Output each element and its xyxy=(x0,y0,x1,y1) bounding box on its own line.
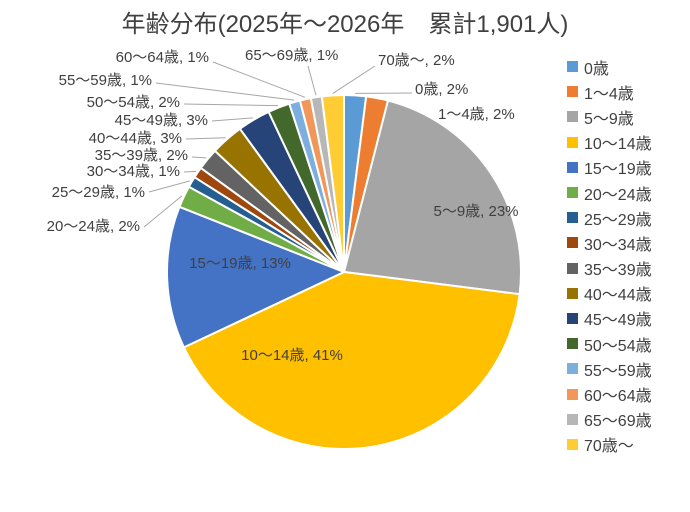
legend-swatch-1 xyxy=(567,86,578,98)
leader-line-12 xyxy=(155,82,295,101)
legend-swatch-7 xyxy=(567,237,578,249)
chart-legend: 0歳 1～4歳 5～9歳 10～14歳 15～19歳 20～24歳 25～29歳 30～34歳… xyxy=(567,54,652,457)
slice-label-6: 25～29歳, 1% xyxy=(51,184,145,201)
leader-line-7 xyxy=(183,170,197,173)
legend-swatch-14 xyxy=(567,413,578,425)
legend-label-0: 0歳 xyxy=(584,60,609,78)
slice-label-13: 60～64歳, 1% xyxy=(115,49,209,66)
legend-swatch-15 xyxy=(567,438,578,450)
leader-line-8 xyxy=(191,156,207,159)
pie-slice-15 xyxy=(320,94,345,273)
legend-label-15: 70歳～ xyxy=(584,438,634,456)
legend-item-12: 55～59歳 xyxy=(567,356,652,381)
legend-swatch-4 xyxy=(567,161,578,173)
slice-label-15: 70歳～, 2% xyxy=(378,52,455,69)
legend-item-4: 15～19歳 xyxy=(567,155,652,180)
legend-swatch-2 xyxy=(567,111,578,123)
slice-label-10: 45～49歳, 3% xyxy=(114,112,208,129)
legend-swatch-5 xyxy=(567,187,578,199)
slice-label-9: 40～44歳, 3% xyxy=(88,130,182,147)
leader-line-11 xyxy=(183,103,279,107)
leader-line-13 xyxy=(212,61,306,98)
legend-swatch-8 xyxy=(567,262,578,274)
legend-label-4: 15～19歳 xyxy=(584,161,652,179)
pie-slice-2 xyxy=(343,99,522,296)
slice-label-8: 35～39歳, 2% xyxy=(94,147,188,164)
leader-line-6 xyxy=(148,180,191,193)
legend-swatch-11 xyxy=(567,338,578,350)
slice-label-12: 55～59歳, 1% xyxy=(58,72,152,89)
legend-item-0: 0歳 xyxy=(567,54,652,79)
legend-label-7: 30～34歳 xyxy=(584,236,652,254)
legend-swatch-12 xyxy=(567,363,578,375)
legend-item-2: 5～9歳 xyxy=(567,104,652,129)
legend-item-11: 50～54歳 xyxy=(567,331,652,356)
pie-slice-3 xyxy=(182,271,521,450)
leader-line-9 xyxy=(185,137,226,140)
slice-label-14: 65～69歳, 1% xyxy=(245,47,339,64)
legend-swatch-0 xyxy=(567,61,578,73)
leader-line-10 xyxy=(211,117,253,122)
legend-label-5: 20～24歳 xyxy=(584,186,652,204)
slice-label-2: 5～9歳, 23% xyxy=(433,203,519,220)
legend-item-13: 60～64歳 xyxy=(567,381,652,406)
legend-label-11: 50～54歳 xyxy=(584,337,652,355)
legend-item-3: 10～14歳 xyxy=(567,130,652,155)
legend-label-8: 35～39歳 xyxy=(584,262,652,280)
legend-item-8: 35～39歳 xyxy=(567,256,652,281)
legend-label-14: 65～69歳 xyxy=(584,413,652,431)
legend-item-14: 65～69歳 xyxy=(567,407,652,432)
leader-line-14 xyxy=(307,65,317,96)
slice-label-5: 20～24歳, 2% xyxy=(46,218,140,235)
legend-item-6: 25～29歳 xyxy=(567,205,652,230)
legend-item-5: 20～24歳 xyxy=(567,180,652,205)
slice-label-3: 10～14歳, 41% xyxy=(241,347,343,364)
chart-title: 年齢分布(2025年～2026年 累計1,901人) xyxy=(121,11,569,38)
legend-label-3: 10～14歳 xyxy=(584,136,652,154)
slice-label-4: 15～19歳, 13% xyxy=(189,255,291,272)
legend-label-6: 25～29歳 xyxy=(584,211,652,229)
leader-line-5 xyxy=(143,195,183,228)
slice-label-1: 1～4歳, 2% xyxy=(438,106,515,123)
legend-label-10: 45～49歳 xyxy=(584,312,652,330)
legend-label-1: 1～4歳 xyxy=(584,85,634,103)
leader-line-15 xyxy=(332,65,376,94)
legend-swatch-9 xyxy=(567,287,578,299)
legend-label-13: 60～64歳 xyxy=(584,388,652,406)
legend-label-2: 5～9歳 xyxy=(584,110,634,128)
legend-swatch-3 xyxy=(567,136,578,148)
legend-item-10: 45～49歳 xyxy=(567,306,652,331)
pie-slice-4 xyxy=(166,205,345,349)
legend-swatch-10 xyxy=(567,312,578,324)
legend-item-1: 1～4歳 xyxy=(567,79,652,104)
legend-swatch-13 xyxy=(567,388,578,400)
legend-label-9: 40～44歳 xyxy=(584,287,652,305)
legend-item-7: 30～34歳 xyxy=(567,230,652,255)
legend-label-12: 55～59歳 xyxy=(584,362,652,380)
slice-label-7: 30～34歳, 1% xyxy=(86,163,180,180)
legend-item-15: 70歳～ xyxy=(567,432,652,457)
legend-swatch-6 xyxy=(567,212,578,224)
legend-item-9: 40～44歳 xyxy=(567,281,652,306)
slice-label-0: 0歳, 2% xyxy=(415,81,469,98)
slice-label-11: 50～54歳, 2% xyxy=(86,94,180,111)
